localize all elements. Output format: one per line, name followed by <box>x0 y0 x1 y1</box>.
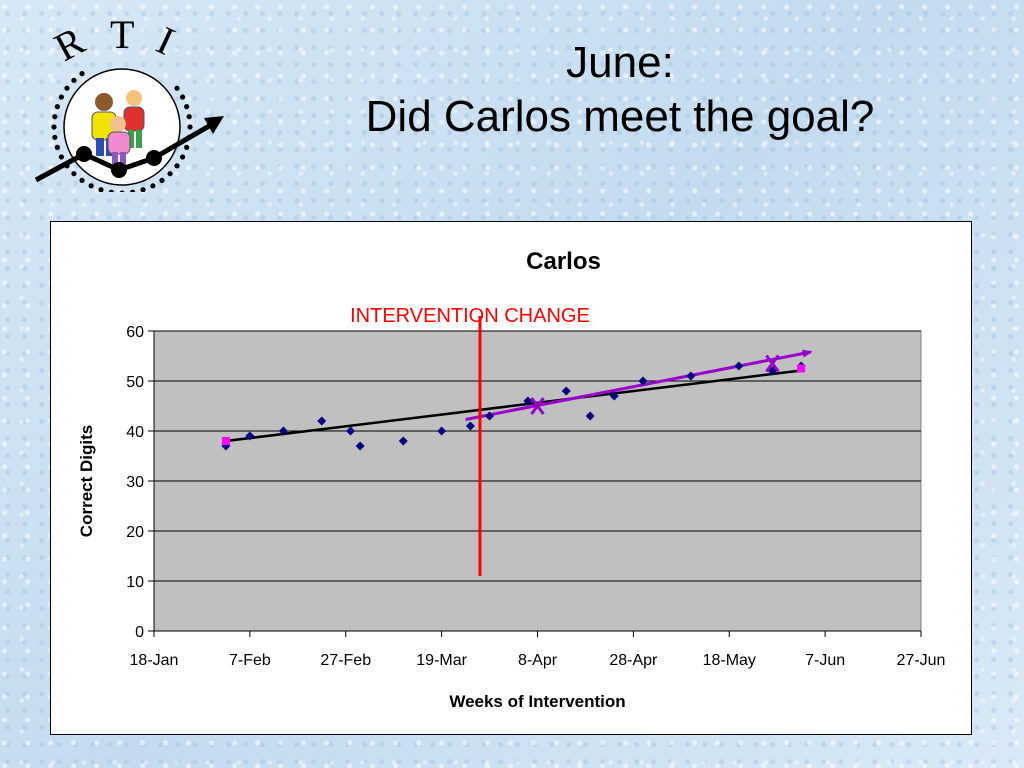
data-point <box>437 426 447 436</box>
logo-dot <box>174 163 180 169</box>
x-tick-label: 27-Feb <box>320 652 371 669</box>
logo-dot <box>54 104 60 110</box>
data-point <box>523 396 533 406</box>
chart-svg: Carlos 0 10 20 30 40 50 60 18-Jan 7-Feb 27-Feb 19-M… <box>77 248 946 711</box>
data-point <box>485 411 495 421</box>
logo-dot <box>79 71 85 77</box>
logo-dot <box>108 189 114 192</box>
logo-dot <box>159 177 165 183</box>
logo-dot <box>174 85 180 91</box>
data-point <box>278 426 288 436</box>
x-marker-stroke <box>765 354 780 373</box>
logo-dot <box>179 94 186 100</box>
logo-dot <box>64 85 70 91</box>
y-tick-label: 50 <box>126 374 144 391</box>
data-point <box>346 426 356 436</box>
y-tick-label: 60 <box>126 324 144 341</box>
x-tick-label: 18-May <box>703 652 756 669</box>
aimline-endpoint <box>221 437 230 445</box>
logo-dot <box>130 189 136 192</box>
y-tick-label: 30 <box>126 474 144 491</box>
logo-letter-i: I <box>150 17 181 63</box>
goal-line <box>465 349 813 421</box>
logo-trend-arrow-icon <box>34 116 224 183</box>
logo-dot <box>184 104 190 110</box>
aimline-endpoint <box>797 364 806 373</box>
data-point <box>609 391 619 401</box>
data-point <box>317 416 327 426</box>
logo-dot <box>79 177 85 183</box>
slide-title: June: Did Carlos meet the goal? <box>250 36 990 144</box>
logo-dot <box>167 171 173 177</box>
x-marker-stroke <box>530 397 545 415</box>
logo-dot <box>71 171 77 177</box>
logo-dot <box>140 187 146 192</box>
y-tick-label: 0 <box>135 624 144 641</box>
logo-letter-r: R <box>47 18 92 70</box>
x-tick-label: 28-Apr <box>609 652 658 669</box>
logo-dot <box>187 124 193 130</box>
title-line-2: Did Carlos meet the goal? <box>365 92 875 141</box>
logo-dot <box>88 183 94 189</box>
x-tick-label: 7-Feb <box>229 652 271 669</box>
data-point <box>355 441 365 451</box>
median-x-marker <box>765 354 780 373</box>
rti-logo: R T I <box>34 12 224 192</box>
title-line-1: June: <box>566 38 674 87</box>
y-tick-label: 20 <box>126 524 144 541</box>
x-tick-label: 18-Jan <box>130 652 179 669</box>
logo-dot <box>184 144 190 150</box>
data-point <box>245 431 255 441</box>
chart-container: Carlos 0 10 20 30 40 50 60 18-Jan 7-Feb 27-Feb 19-M… <box>50 221 972 735</box>
x-axis-label: Weeks of Intervention <box>449 692 625 711</box>
trend-line <box>225 369 802 443</box>
logo-dot <box>119 190 125 192</box>
intervention-label: INTERVENTION CHANGE <box>350 305 590 327</box>
logo-dot <box>71 77 77 83</box>
logo-dot <box>98 187 104 192</box>
data-point <box>686 371 696 381</box>
logo-letter-t: T <box>110 12 134 57</box>
logo-dot <box>58 154 65 160</box>
x-tick-label: 27-Jun <box>897 652 946 669</box>
logo-dot <box>54 144 60 150</box>
data-point <box>734 361 744 371</box>
logo-dot <box>150 183 156 189</box>
logo-dot <box>52 134 58 140</box>
y-tick-label: 40 <box>126 424 144 441</box>
x-tick-label: 8-Apr <box>518 652 558 669</box>
data-point <box>398 436 408 446</box>
chart-title: Carlos <box>526 248 601 275</box>
logo-dot <box>186 114 192 120</box>
children-illustration-icon <box>91 90 145 166</box>
y-axis-label: Correct Digits <box>77 425 96 537</box>
x-tick-label: 19-Mar <box>416 652 467 669</box>
x-tick-label: 7-Jun <box>805 652 845 669</box>
logo-dot <box>179 154 186 160</box>
data-point <box>561 386 571 396</box>
logo-dot <box>52 114 58 120</box>
y-tick-label: 10 <box>126 574 144 591</box>
median-x-marker <box>530 397 545 415</box>
data-point <box>638 376 648 386</box>
logo-dot <box>58 94 65 100</box>
logo-dot <box>51 124 57 130</box>
logo-dots-ring <box>51 71 193 192</box>
data-point <box>585 411 595 421</box>
data-point <box>465 421 475 431</box>
